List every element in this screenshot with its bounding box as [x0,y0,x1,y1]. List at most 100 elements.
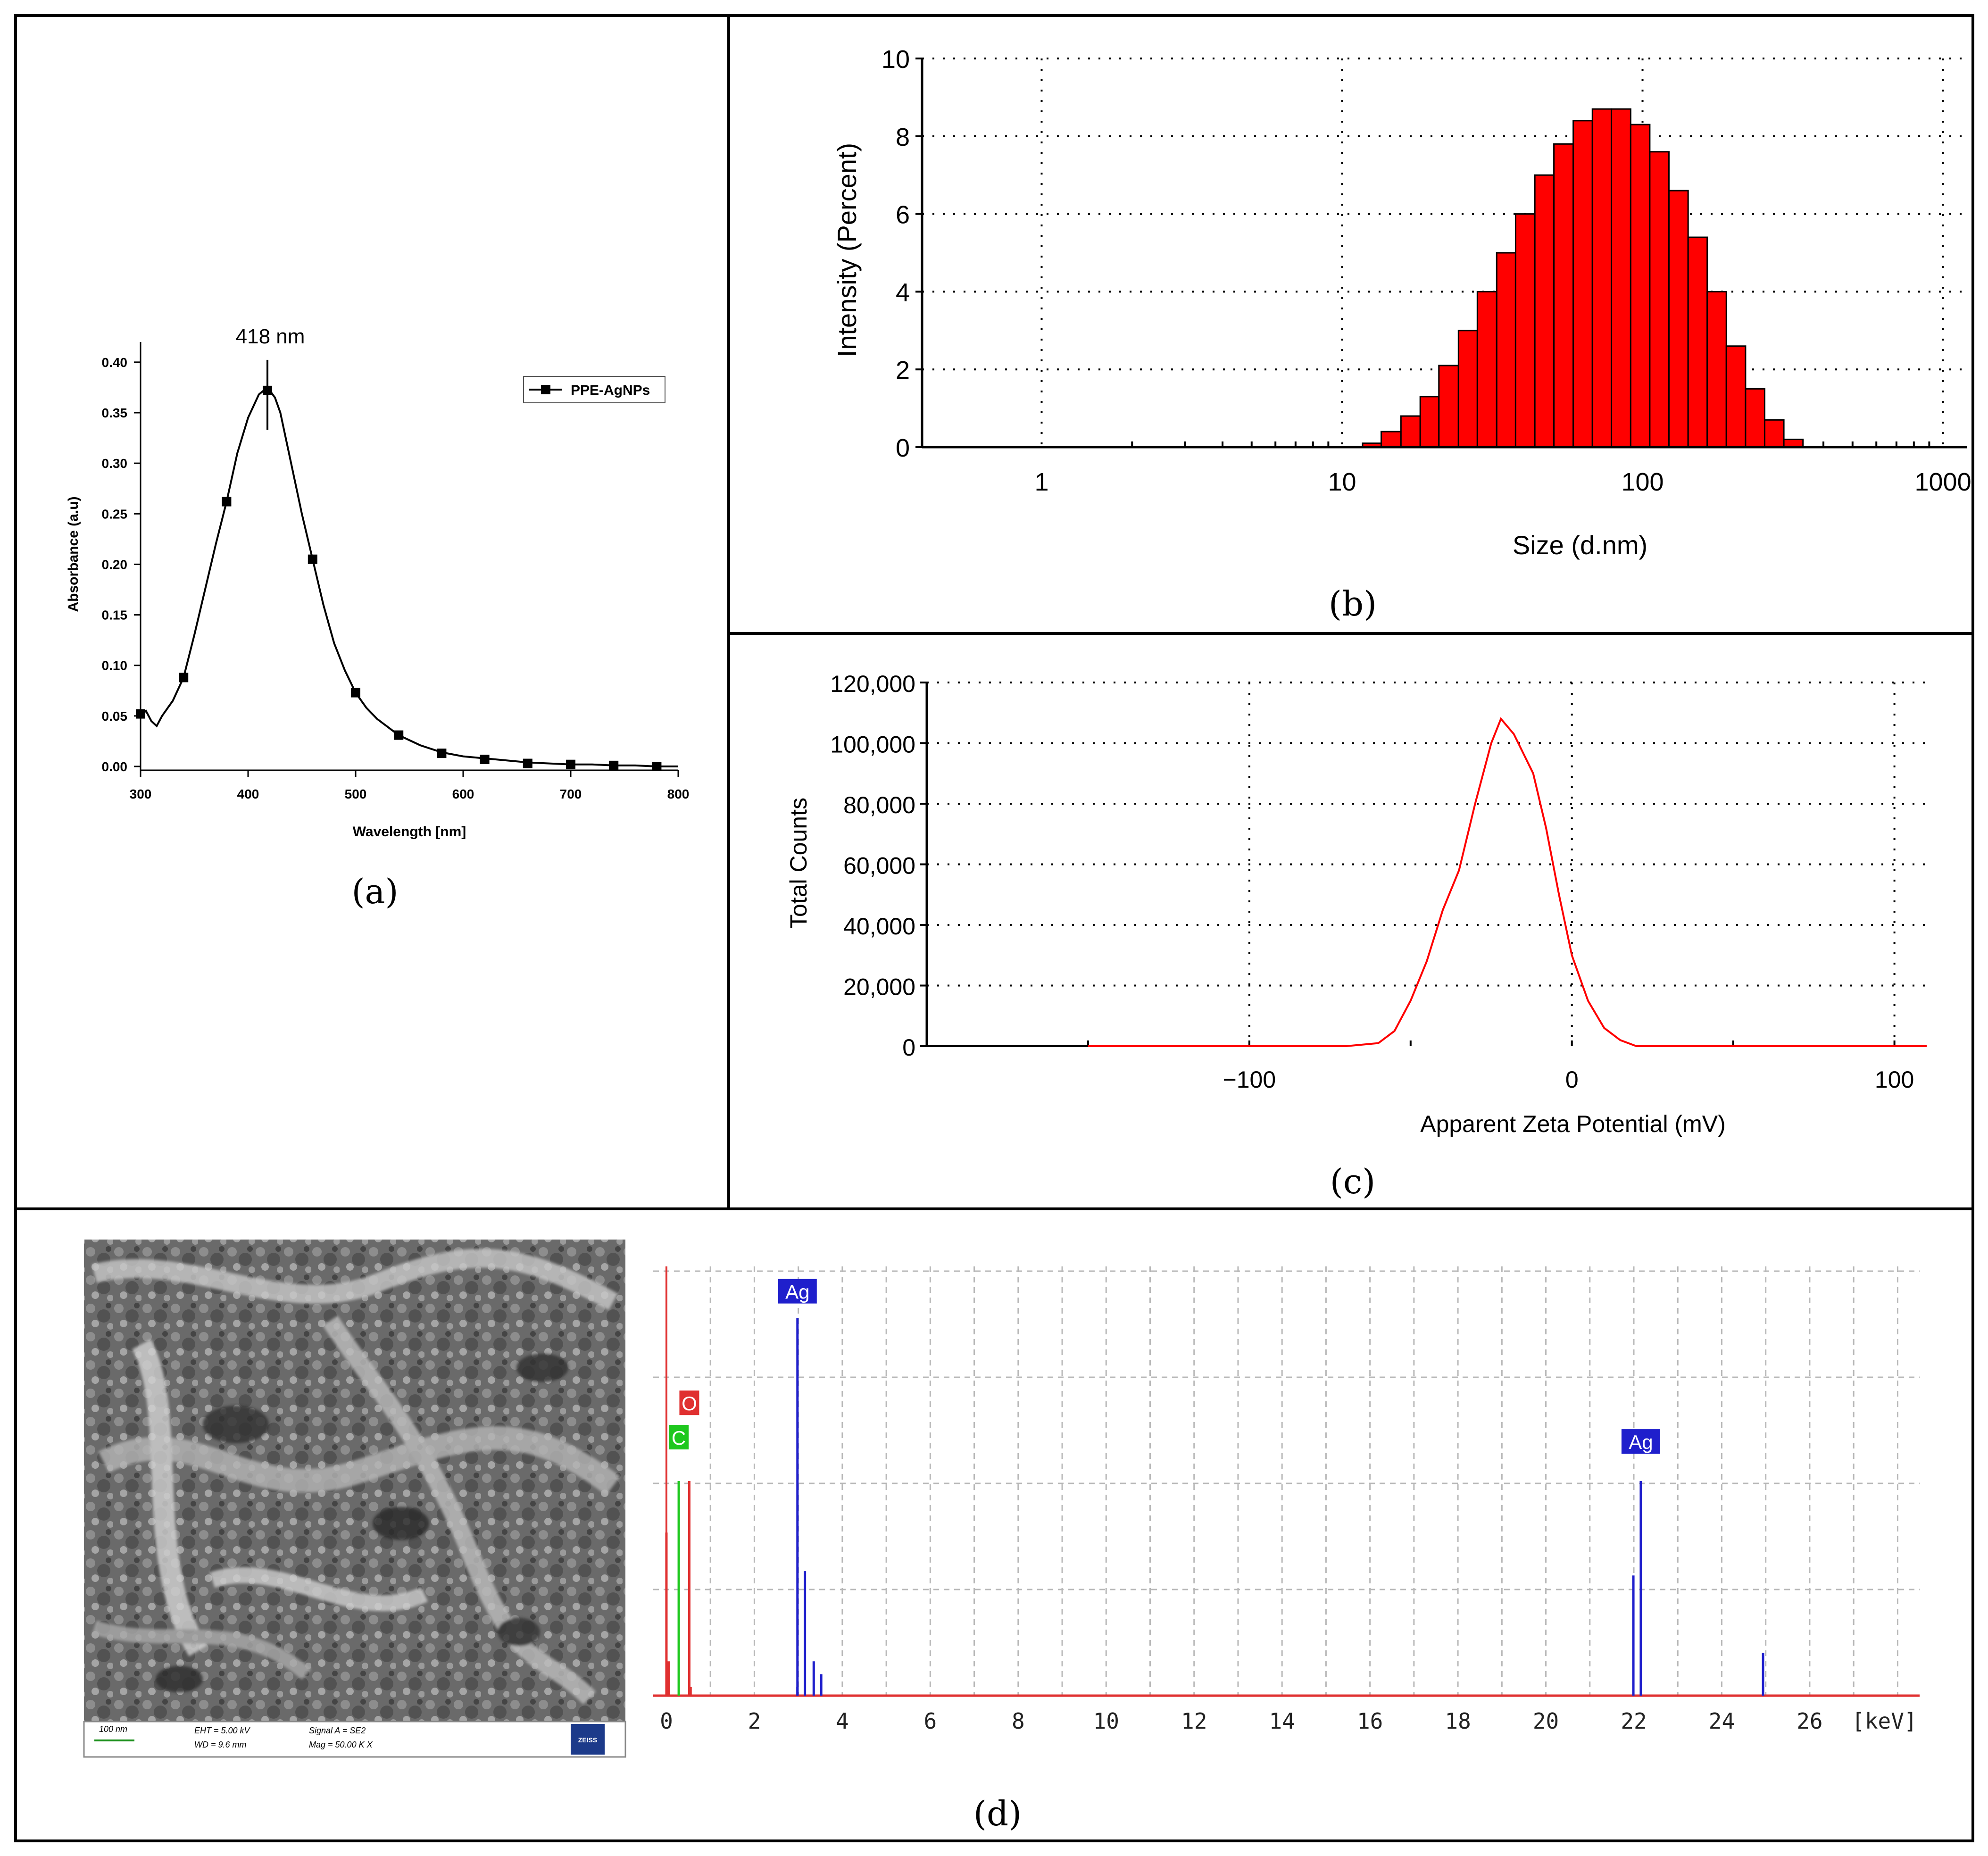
x-tick-label: 12 [1181,1708,1207,1734]
histogram-bar [1630,124,1651,448]
histogram-bar [1668,190,1689,448]
x-tick-label: 700 [560,787,582,801]
data-point [136,709,145,719]
zeiss-logo-text: ZEISS [578,1736,597,1744]
x-tick-label: −100 [1223,1066,1276,1093]
legend-marker [541,385,550,394]
y-tick-label: 40,000 [843,913,915,940]
x-tick-label: 800 [667,787,690,801]
x-tick-label: 20 [1533,1708,1559,1734]
y-tick-label: 4 [896,278,910,307]
element-label-box [669,1425,689,1449]
data-point [351,688,360,698]
sem-signal: Signal A = SE2 [309,1726,366,1735]
panel-a-uv-vis: 0.00 0.05 0.10 0.15 0.20 0.25 0.30 0.35 0.40 300 4… [66,325,689,840]
x-tick-label: 24 [1709,1708,1735,1734]
y-tick-label: 80,000 [843,792,915,818]
y-tick-label: 0.15 [102,608,128,623]
data-point [609,760,619,770]
element-label: Ag [785,1281,809,1303]
sem-scale-bar-label: 100 nm [99,1724,127,1734]
data-point [566,759,575,769]
histogram-bar [1745,388,1766,448]
x-tick-label: 16 [1357,1708,1383,1734]
panel-label-c: (c) [1330,1162,1376,1201]
x-tick-label: 0 [660,1708,673,1734]
x-axis-label: Size (d.nm) [1513,530,1647,560]
x-tick-label: 14 [1269,1708,1295,1734]
histogram-bar [1400,415,1421,448]
series-line-ppe-agnps [141,386,678,767]
histogram-bar [1725,345,1747,448]
panel-c-zeta: 0 20,000 40,000 60,000 80,000 100,000 120,000 −… [785,671,1927,1137]
sem-mag: Mag = 50.00 K X [309,1740,373,1749]
x-tick-label: 0 [1565,1066,1579,1093]
x-tick-label: 100 [1875,1066,1914,1093]
x-axis-label: Apparent Zeta Potential (mV) [1420,1111,1726,1137]
y-tick-label: 0.20 [102,557,128,572]
x-tick-label: 500 [345,787,367,801]
x-tick-label: 8 [1012,1708,1025,1734]
x-tick-label: 26 [1797,1708,1822,1734]
x-tick-label: 22 [1621,1708,1647,1734]
histogram-bar [1419,396,1440,448]
histogram-bar [1496,252,1516,448]
y-tick-label: 120,000 [830,671,915,697]
x-tick-label: 10 [1093,1708,1119,1734]
element-label-box [1621,1429,1660,1454]
y-tick-label: 0 [896,434,910,462]
x-tick-label: 10 [1328,468,1356,496]
y-tick-label: 0.00 [102,759,128,774]
element-label-box [679,1390,699,1415]
y-tick-label: 8 [896,123,910,151]
x-tick-label: 1000 [1914,468,1971,496]
x-tick-label: 18 [1445,1708,1471,1734]
panel-label-d: (d) [973,1794,1022,1833]
x-tick-label: 2 [748,1708,761,1734]
histogram-bar [1687,236,1708,448]
y-tick-label: 0 [902,1034,915,1061]
panel-label-b: (b) [1329,584,1377,624]
data-point [179,673,189,682]
y-tick-label: 10 [882,45,910,74]
x-tick-label: 4 [836,1708,849,1734]
panel-borders [14,14,1974,1842]
x-tick-label: 100 [1621,468,1664,496]
histogram-bar [1553,143,1574,448]
x-tick-label: 1 [1034,468,1048,496]
y-tick-label: 100,000 [830,732,915,758]
peak-annotation: 418 nm [236,325,305,348]
y-tick-label: 0.35 [102,406,128,420]
y-tick-label: 60,000 [843,853,915,879]
panel-label-a: (a) [351,872,398,911]
histogram-bar [1381,431,1402,448]
data-point [523,758,532,768]
legend-label: PPE-AgNPs [571,383,650,398]
sem-image: 100 nm EHT = 5.00 kV WD = 9.6 mm Signal … [83,1240,626,1758]
y-tick-label: 20,000 [843,974,915,1000]
y-axis-label: Intensity (Percent) [832,143,862,357]
y-tick-label: 0.25 [102,507,128,521]
histogram-bar [1706,291,1727,448]
histogram-bar [1764,419,1785,448]
data-point [308,554,317,564]
element-label: C [672,1427,686,1449]
legend-box [523,376,665,403]
histogram-bar [1514,213,1536,448]
y-tick-label: 0.05 [102,709,128,724]
x-axis-label: Wavelength [nm] [353,824,466,840]
x-tick-label: 6 [923,1708,937,1734]
y-tick-label: 6 [896,201,910,229]
histogram-bar [1534,174,1555,448]
histogram-bar [1649,151,1670,448]
series-line-zeta [1088,717,1927,1047]
element-label: O [682,1392,697,1415]
x-tick-label: 300 [130,787,152,801]
sem-eht: EHT = 5.00 kV [194,1726,251,1735]
data-point [480,755,490,764]
y-tick-label: 0.40 [102,355,128,370]
histogram-bar [1457,330,1478,448]
data-point [222,497,232,507]
